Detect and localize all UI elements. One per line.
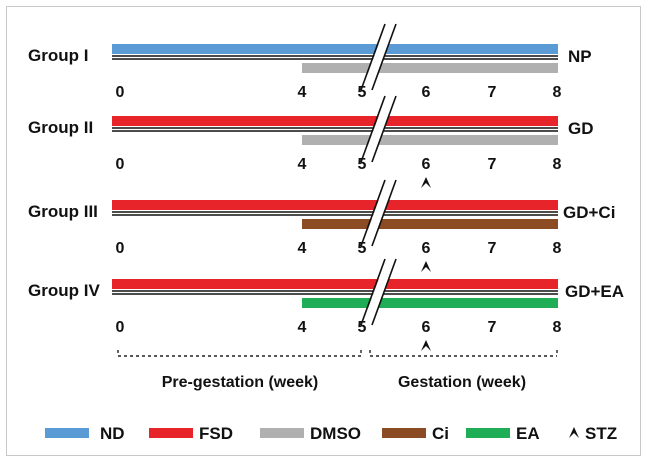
timeline-break bbox=[362, 259, 396, 325]
legend-label-fsd: FSD bbox=[199, 424, 233, 443]
figure-frame bbox=[6, 6, 641, 456]
group-label: Group II bbox=[28, 118, 93, 137]
treatment-bar bbox=[302, 298, 558, 308]
diet-bar bbox=[112, 279, 558, 289]
break-mark bbox=[371, 23, 397, 91]
week-tick-label: 7 bbox=[488, 84, 497, 101]
week-tick-label: 6 bbox=[422, 84, 431, 101]
week-tick-label: 0 bbox=[116, 156, 125, 173]
diet-bar bbox=[112, 44, 558, 54]
legend-swatch-ci bbox=[382, 428, 426, 438]
stz-arrow-icon bbox=[421, 261, 431, 272]
group-label: Group III bbox=[28, 202, 98, 221]
stz-arrow-icon bbox=[421, 340, 431, 351]
stz-arrow-icon bbox=[421, 177, 431, 188]
timeline-break bbox=[362, 180, 396, 246]
legend-swatch-nd bbox=[45, 428, 89, 438]
group-label: Group I bbox=[28, 46, 88, 65]
week-tick-label: 7 bbox=[488, 319, 497, 336]
week-tick-label: 0 bbox=[116, 84, 125, 101]
outcome-label: GD+Ci bbox=[563, 203, 615, 222]
legend-label-ci: Ci bbox=[432, 424, 449, 443]
legend-label-ea: EA bbox=[516, 424, 540, 443]
legend-swatch-dmso bbox=[260, 428, 304, 438]
outcome-label: GD+EA bbox=[565, 282, 624, 301]
outcome-label: GD bbox=[568, 119, 594, 138]
week-tick-label: 4 bbox=[298, 84, 307, 101]
break-mark bbox=[371, 179, 397, 247]
legend-label-nd: ND bbox=[100, 424, 125, 443]
diet-bar bbox=[112, 116, 558, 126]
week-tick-label: 7 bbox=[488, 240, 497, 257]
week-tick-label: 0 bbox=[116, 240, 125, 257]
treatment-bar bbox=[302, 63, 558, 73]
diet-bar bbox=[112, 200, 558, 210]
week-tick-label: 5 bbox=[358, 319, 367, 336]
group-label: Group IV bbox=[28, 281, 100, 300]
outcome-label: NP bbox=[568, 47, 592, 66]
week-tick-label: 7 bbox=[488, 156, 497, 173]
break-mark bbox=[360, 258, 386, 326]
week-tick-label: 4 bbox=[298, 240, 307, 257]
legend-swatch-fsd bbox=[149, 428, 193, 438]
break-mark bbox=[360, 179, 386, 247]
break-mark bbox=[371, 258, 397, 326]
week-tick-label: 8 bbox=[553, 240, 562, 257]
timeline-break bbox=[362, 24, 396, 90]
week-tick-label: 6 bbox=[422, 156, 431, 173]
timeline-break bbox=[362, 96, 396, 162]
legend-stz-arrow-icon bbox=[569, 427, 579, 438]
treatment-bar bbox=[302, 219, 558, 229]
week-tick-label: 5 bbox=[358, 156, 367, 173]
week-tick-label: 4 bbox=[298, 319, 307, 336]
week-tick-label: 5 bbox=[358, 84, 367, 101]
week-tick-label: 8 bbox=[553, 84, 562, 101]
week-tick-label: 0 bbox=[116, 319, 125, 336]
week-tick-label: 8 bbox=[553, 156, 562, 173]
break-mark bbox=[360, 23, 386, 91]
legend-label-stz: STZ bbox=[585, 424, 617, 443]
week-tick-label: 6 bbox=[422, 319, 431, 336]
gestation-label: Gestation (week) bbox=[398, 374, 526, 391]
week-tick-label: 8 bbox=[553, 319, 562, 336]
break-mark bbox=[371, 95, 397, 163]
break-mark bbox=[360, 95, 386, 163]
week-tick-label: 4 bbox=[298, 156, 307, 173]
week-tick-label: 5 bbox=[358, 240, 367, 257]
pregestation-label: Pre-gestation (week) bbox=[162, 374, 318, 391]
legend-swatch-ea bbox=[466, 428, 510, 438]
week-tick-label: 6 bbox=[422, 240, 431, 257]
treatment-bar bbox=[302, 135, 558, 145]
legend-label-dmso: DMSO bbox=[310, 424, 361, 443]
